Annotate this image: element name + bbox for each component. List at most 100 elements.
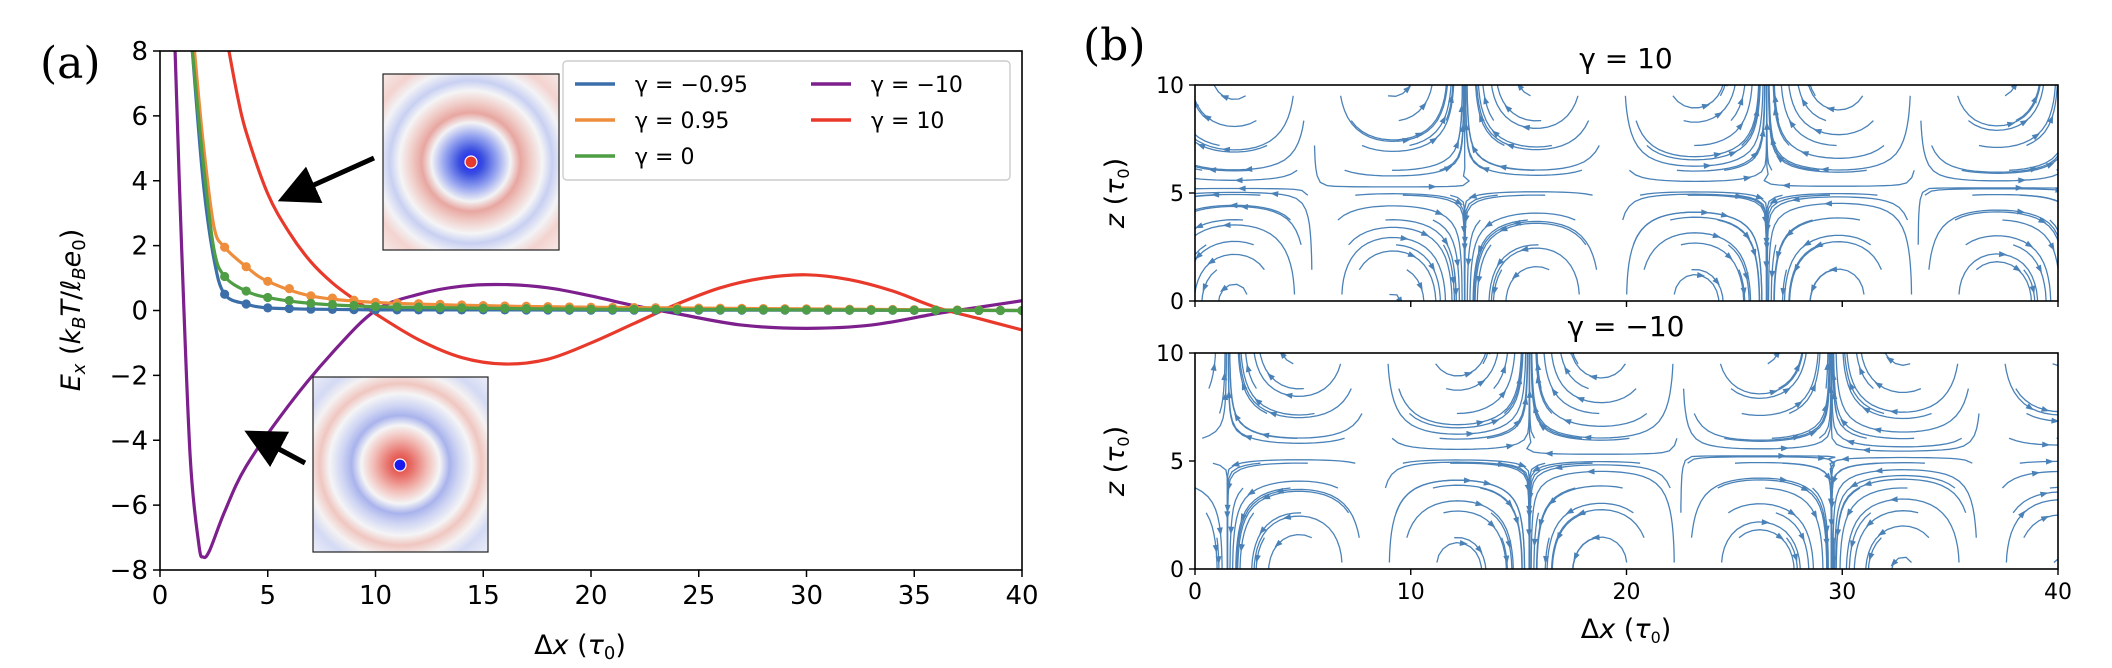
stream-arrow	[1792, 553, 1798, 562]
series-point	[694, 304, 704, 315]
stream-arrow	[1275, 487, 1284, 494]
stream-arrow	[2055, 186, 2058, 193]
series-point	[284, 284, 294, 294]
stream-arrow	[1886, 356, 1895, 364]
stream-arrow	[1221, 146, 1231, 153]
streamline	[1727, 503, 1815, 569]
stream-arrow	[1737, 97, 1744, 106]
stream-arrow	[1203, 114, 1212, 122]
series-point	[327, 293, 337, 303]
streamline	[2002, 219, 2058, 274]
series-point	[220, 271, 230, 282]
stream-arrow	[1712, 232, 1721, 239]
stream-arrow	[1229, 202, 1238, 209]
streamline	[2015, 388, 2058, 413]
series-point	[500, 303, 510, 314]
stream-arrow	[1267, 372, 1275, 381]
x-tick-label: 15	[467, 581, 500, 611]
stream-arrow	[2031, 133, 2040, 141]
stream-arrow	[1186, 194, 1195, 201]
inset-center-dot	[464, 155, 478, 169]
series-point	[1017, 305, 1022, 316]
stream-arrow	[1868, 552, 1875, 561]
series-point	[672, 304, 682, 315]
x-tick-label: 0	[1188, 580, 1202, 605]
stream-arrow	[2061, 205, 2071, 215]
streamline	[1195, 169, 1298, 181]
streamline	[1201, 353, 1228, 439]
stream-arrow	[2065, 231, 2071, 239]
stream-arrow	[1475, 545, 1483, 554]
stream-arrow	[2019, 119, 2029, 127]
series-point	[327, 299, 337, 310]
streamline	[1809, 268, 1865, 301]
stream-arrow	[1183, 163, 1192, 171]
y-tick-label: 10	[1156, 342, 1184, 367]
stream-arrow	[1753, 107, 1760, 117]
stream-arrow	[1282, 513, 1292, 520]
stream-arrow	[1513, 419, 1522, 428]
stream-arrow	[1439, 115, 1446, 125]
stream-arrow	[1800, 151, 1810, 157]
stream-arrow	[2061, 257, 2068, 266]
stream-arrow	[1512, 219, 1522, 226]
stream-arrow	[1788, 119, 1796, 129]
stream-arrow	[1828, 266, 1838, 273]
stream-arrow	[1496, 258, 1505, 267]
stream-arrow	[1877, 528, 1887, 536]
stream-arrow	[1890, 558, 1899, 567]
stream-arrow	[2061, 271, 2067, 279]
streamline	[1226, 462, 1308, 569]
stream-arrow	[1231, 460, 1240, 467]
stream-arrow	[1449, 276, 1456, 285]
stream-arrow	[1565, 507, 1575, 515]
stream-arrow	[1500, 365, 1506, 374]
stream-arrow	[1464, 371, 1473, 378]
stream-arrow	[1522, 396, 1529, 405]
stream-arrow	[1197, 144, 1206, 150]
stream-arrow	[1477, 379, 1486, 387]
series-point	[220, 242, 230, 252]
stream-arrow	[2037, 217, 2047, 224]
streamline	[1830, 353, 1980, 452]
series-point	[715, 304, 725, 315]
stream-arrow	[1824, 362, 1831, 371]
streamline	[2019, 194, 2058, 203]
stream-arrow	[1254, 554, 1261, 563]
streamline	[1788, 244, 1824, 301]
stream-arrow	[1434, 209, 1444, 215]
streamline	[1536, 485, 1623, 569]
stream-arrow	[1222, 222, 1231, 229]
streamline	[2070, 78, 2074, 146]
streamline	[1884, 353, 1911, 366]
stream-arrow	[1420, 230, 1430, 237]
streamline	[1432, 484, 1523, 569]
stream-arrow	[1859, 366, 1866, 376]
stream-arrow	[1505, 540, 1512, 549]
stream-arrow	[2068, 435, 2076, 441]
stream-arrow	[1720, 211, 1730, 218]
streamline	[2067, 195, 2069, 308]
stream-arrow	[2066, 251, 2072, 259]
series-point	[801, 305, 812, 315]
stream-arrow	[1459, 540, 1468, 546]
streamline	[1398, 85, 1433, 122]
streamline	[1717, 479, 1828, 569]
stream-arrow	[1785, 229, 1794, 237]
streamline	[1572, 536, 1628, 569]
streamline	[1741, 353, 1819, 417]
series-point	[220, 289, 230, 299]
stream-arrow	[1563, 419, 1572, 425]
stream-arrow	[1228, 526, 1235, 535]
stream-arrow	[2040, 515, 2050, 523]
series-point	[607, 304, 618, 314]
y-tick-label: 8	[131, 37, 148, 67]
streamline	[1928, 209, 2058, 270]
stream-arrow	[1518, 461, 1527, 468]
stream-arrow	[2048, 242, 2055, 251]
stream-arrow	[1245, 363, 1252, 373]
y-axis-label-b-top: z (τ0)	[1100, 158, 1133, 229]
stream-arrow	[1781, 182, 1791, 189]
series-point	[284, 295, 294, 306]
